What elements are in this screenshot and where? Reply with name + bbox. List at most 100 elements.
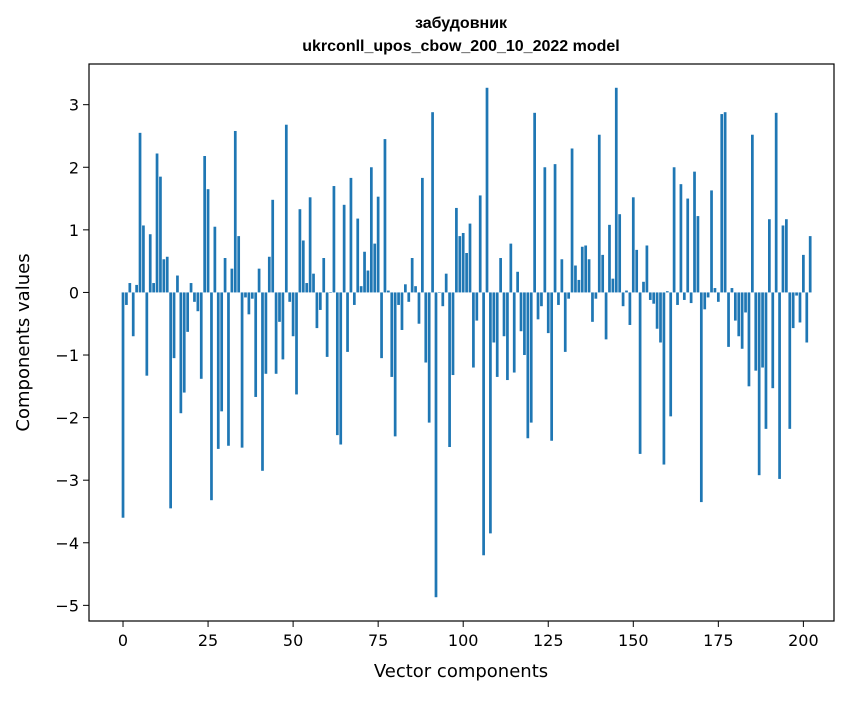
y-tick-label: 1 <box>69 221 79 240</box>
bar-66 <box>346 292 349 352</box>
bar-88 <box>421 177 424 293</box>
bar-35 <box>240 292 244 448</box>
bar-26 <box>210 292 213 501</box>
bar-82 <box>400 292 404 330</box>
bar-46 <box>278 292 281 322</box>
bar-123 <box>540 292 543 307</box>
bar-25 <box>206 189 210 293</box>
bar-77 <box>383 139 387 293</box>
bar-165 <box>682 292 686 300</box>
bar-102 <box>468 223 472 293</box>
bar-42 <box>264 292 268 374</box>
bar-4 <box>135 284 138 293</box>
bar-63 <box>335 292 339 436</box>
bar-24 <box>203 156 207 293</box>
bar-67 <box>349 177 353 293</box>
bar-44 <box>271 199 275 293</box>
bar-199 <box>798 292 802 323</box>
bar-91 <box>431 112 434 293</box>
y-tick-label: 0 <box>69 283 79 302</box>
bar-95 <box>444 273 448 293</box>
bar-27 <box>213 226 217 293</box>
bar-191 <box>771 292 775 389</box>
bar-52 <box>298 209 302 293</box>
bar-15 <box>172 292 176 359</box>
x-axis-label: Vector components <box>374 661 548 682</box>
bar-11 <box>159 176 162 293</box>
bar-10 <box>155 153 159 293</box>
bar-201 <box>805 292 809 343</box>
bar-56 <box>312 273 315 293</box>
bar-141 <box>601 254 605 293</box>
bar-121 <box>533 112 536 293</box>
bar-122 <box>536 292 540 320</box>
bar-202 <box>808 236 812 293</box>
bar-151 <box>635 249 639 293</box>
bar-86 <box>414 286 417 293</box>
bar-70 <box>359 286 363 293</box>
bar-47 <box>281 292 285 360</box>
bar-79 <box>390 292 394 377</box>
bar-186 <box>754 292 758 371</box>
bar-168 <box>693 171 696 293</box>
bar-190 <box>768 219 771 293</box>
bar-159 <box>662 292 666 465</box>
bar-115 <box>512 292 516 373</box>
bar-53 <box>301 240 305 293</box>
bar-16 <box>176 275 179 293</box>
bar-45 <box>274 292 278 374</box>
bar-0 <box>121 292 125 518</box>
bar-124 <box>543 167 547 293</box>
bar-76 <box>380 292 383 359</box>
y-tick-label: 3 <box>69 96 79 115</box>
bar-147 <box>621 292 625 307</box>
y-tick-label: −1 <box>55 346 79 365</box>
bar-196 <box>788 292 792 429</box>
bar-127 <box>553 164 557 293</box>
bar-152 <box>638 292 642 454</box>
bar-49 <box>288 292 292 302</box>
bar-68 <box>352 292 356 305</box>
bar-33 <box>233 130 237 293</box>
bar-137 <box>587 259 591 293</box>
bar-177 <box>723 112 727 293</box>
bar-37 <box>247 292 251 315</box>
bar-71 <box>363 251 366 293</box>
bar-178 <box>727 292 730 347</box>
bar-134 <box>577 279 581 293</box>
bars-group <box>121 87 812 598</box>
bar-175 <box>716 292 720 302</box>
bar-187 <box>757 292 761 476</box>
bar-184 <box>747 292 751 387</box>
bar-174 <box>713 288 717 293</box>
bar-189 <box>764 292 768 429</box>
bar-12 <box>162 259 166 293</box>
bar-150 <box>631 197 635 293</box>
bar-132 <box>570 148 574 293</box>
bar-31 <box>227 292 230 446</box>
bar-78 <box>387 290 390 293</box>
y-tick-label: −5 <box>55 596 79 615</box>
bar-162 <box>672 167 676 293</box>
bar-131 <box>567 292 571 299</box>
x-tick-label: 25 <box>198 631 218 650</box>
bar-176 <box>720 114 724 293</box>
bar-185 <box>751 134 754 293</box>
bar-84 <box>407 292 411 302</box>
bar-62 <box>332 186 336 293</box>
bar-192 <box>774 112 778 293</box>
y-tick-label: −4 <box>55 534 79 553</box>
x-tick-label: 100 <box>448 631 479 650</box>
bar-183 <box>744 292 747 313</box>
bar-143 <box>608 224 611 293</box>
bar-8 <box>148 234 152 293</box>
bar-114 <box>509 243 513 293</box>
bar-60 <box>325 292 329 357</box>
bar-164 <box>679 184 683 293</box>
bar-135 <box>580 246 584 293</box>
bar-126 <box>550 292 554 441</box>
bar-167 <box>689 292 693 304</box>
chart-subtitle: ukrconll_upos_cbow_200_10_2022 model <box>302 38 619 55</box>
bar-97 <box>451 292 455 376</box>
bar-140 <box>597 134 601 293</box>
